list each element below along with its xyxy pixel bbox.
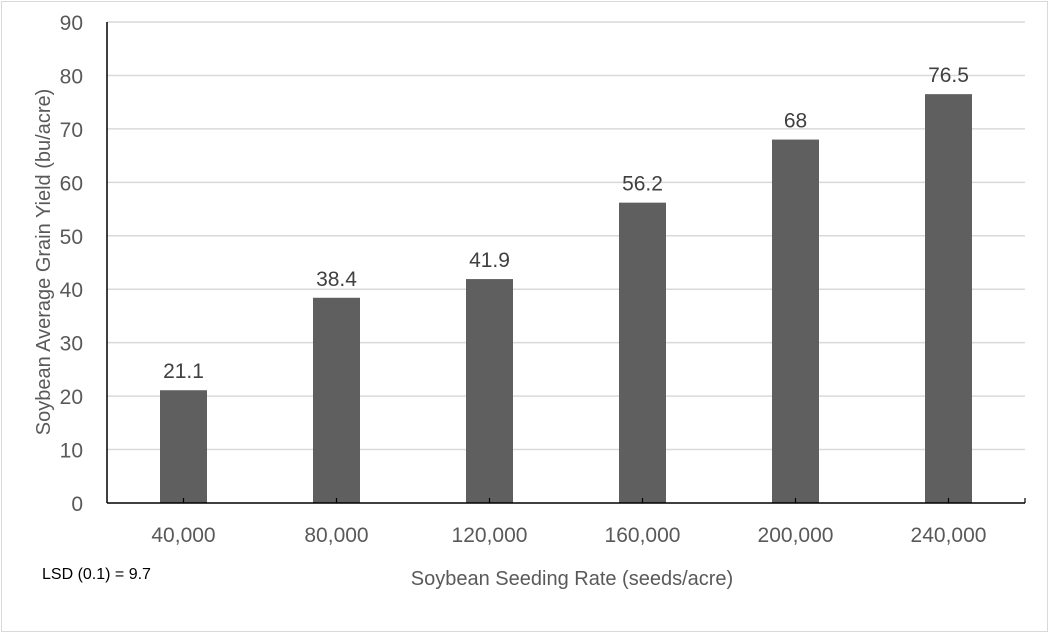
- data-label: 68: [784, 110, 807, 133]
- y-tick-label: 50: [60, 226, 83, 249]
- y-tick-label: 20: [60, 386, 83, 409]
- x-tick-label: 200,000: [758, 524, 834, 547]
- x-tick-label: 40,000: [151, 524, 215, 547]
- x-axis-ticks: 40,000 80,000 120,000 160,000 200,000 240,000: [151, 498, 1026, 547]
- bar: [313, 297, 360, 503]
- bar: [619, 202, 666, 504]
- gridlines: [107, 21, 1025, 451]
- y-tick-label: 10: [60, 440, 83, 463]
- y-tick-label: 70: [60, 119, 83, 142]
- data-label: 76.5: [928, 64, 969, 87]
- y-tick-label: 40: [60, 279, 83, 302]
- y-axis-ticks: 0 10 20 30 40 50 60 70 80 90: [60, 12, 83, 516]
- x-tick-label: 80,000: [304, 524, 368, 547]
- data-label: 21.1: [163, 360, 204, 383]
- bar: [772, 139, 819, 504]
- bar: [466, 279, 513, 503]
- y-tick-label: 90: [60, 12, 83, 35]
- y-tick-label: 30: [60, 333, 83, 356]
- x-tick-label: 120,000: [452, 524, 528, 547]
- data-label: 41.9: [469, 249, 510, 272]
- x-tick-label: 160,000: [605, 524, 681, 547]
- data-label: 56.2: [622, 173, 663, 196]
- y-tick-label: 60: [60, 172, 83, 195]
- data-label: 38.4: [316, 268, 357, 291]
- y-axis-title: Soybean Average Grain Yield (bu/acre): [33, 89, 55, 436]
- bar: [925, 94, 972, 504]
- bars: 21.1 38.4 41.9 56.2 68 76.5: [160, 64, 972, 504]
- x-tick-label: 240,000: [911, 524, 987, 547]
- y-tick-label: 80: [60, 65, 83, 88]
- lsd-annotation: LSD (0.1) = 9.7: [42, 566, 151, 583]
- y-tick-label: 0: [71, 493, 83, 516]
- x-axis-title: Soybean Seeding Rate (seeds/acre): [411, 568, 733, 590]
- bar: [160, 390, 207, 503]
